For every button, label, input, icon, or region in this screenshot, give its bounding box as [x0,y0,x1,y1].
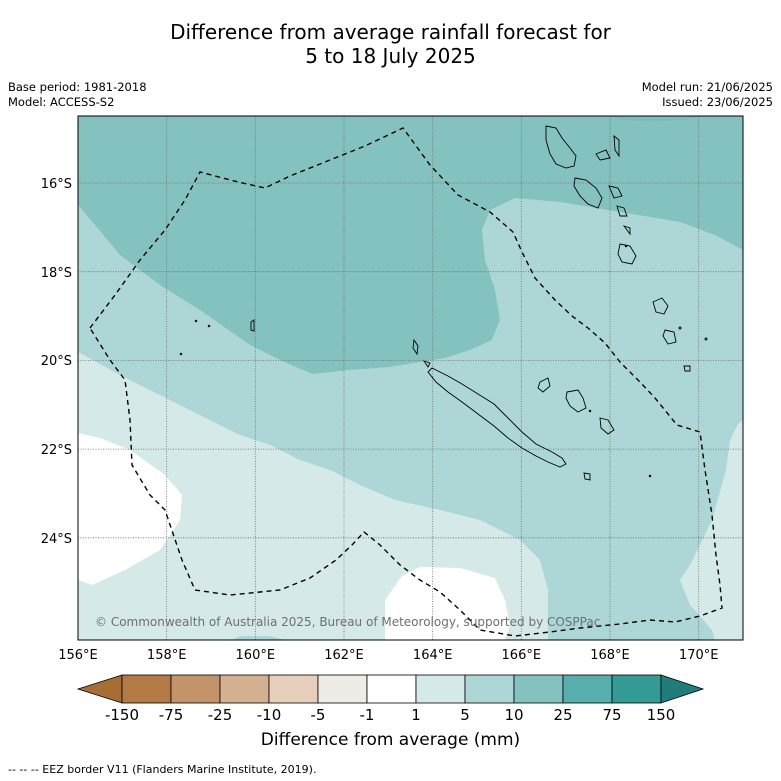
lon-label-166e: 166°E [502,648,542,663]
colorbar-segment [562,674,613,704]
colorbar-tick-label: -10 [257,706,282,724]
colorbar-segment [415,674,466,704]
map-panel: © Commonwealth of Australia 2025, Bureau… [78,116,743,640]
issued-date: Issued: 23/06/2025 [662,95,773,109]
anomaly-fill-neutral-bottom [232,636,285,640]
meta-left: Base period: 1981-2018 Model: ACCESS-S2 [8,80,147,110]
colorbar-tick-label: -25 [208,706,233,724]
model-run: Model run: 21/06/2025 [641,80,773,94]
colorbar-tick-label: 10 [504,706,523,724]
land-new-caledonia [412,338,652,481]
land-reef-islets [179,319,255,356]
colorbar-tick-label: 75 [602,706,621,724]
lon-label-156e: 156°E [58,648,98,663]
colorbar-extend-high [660,674,705,704]
colorbar-title: Difference from average (mm) [260,730,521,750]
colorbar-tick-label: 25 [553,706,572,724]
lat-label-24s: 24°S [41,532,72,547]
graticule [78,116,743,640]
colorbar-tick-label: 5 [460,706,470,724]
copyright-text: © Commonwealth of Australia 2025, Bureau… [95,615,600,629]
colorbar-tick-label: 150 [647,706,676,724]
land-vanuatu [545,125,708,372]
lon-label-162e: 162°E [324,648,364,663]
model-name: Model: ACCESS-S2 [8,95,115,109]
lat-label-20s: 20°S [41,354,72,369]
anomaly-fill-neutral-west [78,433,182,585]
colorbar-tick-label: -150 [105,706,139,724]
lat-label-18s: 18°S [41,266,72,281]
colorbar-segment [170,674,221,704]
lon-label-164e: 164°E [413,648,453,663]
meta-right: Model run: 21/06/2025 Issued: 23/06/2025 [642,80,773,110]
title-line-2: 5 to 18 July 2025 [305,44,476,68]
lat-labels: 16°S 18°S 20°S 22°S 24°S [41,177,72,547]
anomaly-fill-25-75 [610,116,700,121]
colorbar-segment [366,674,417,704]
colorbar-segment [464,674,515,704]
colorbar-segment [219,674,270,704]
eez-footnote: -- -- -- EEZ border V11 (Flanders Marine… [8,763,317,776]
colorbar-segment [611,674,662,704]
colorbar-segment [268,674,319,704]
colorbar: -150 -75 -25 -10 -5 -1 1 5 10 25 75 150 [76,674,705,724]
base-period: Base period: 1981-2018 [8,80,147,94]
colorbar-tick-label: -1 [360,706,375,724]
colorbar-tick-label: -5 [311,706,326,724]
lon-label-160e: 160°E [236,648,276,663]
colorbar-segment [121,674,172,704]
colorbar-segment [317,674,368,704]
lon-labels: 156°E 158°E 160°E 162°E 164°E 166°E 168°… [58,648,718,663]
lon-label-158e: 158°E [147,648,187,663]
colorbar-segment [513,674,564,704]
colorbar-tick-label: -75 [159,706,184,724]
colorbar-tick-label: 1 [411,706,421,724]
chart-title: Difference from average rainfall forecas… [0,20,781,68]
anomaly-fill-10-25 [78,116,743,374]
title-line-1: Difference from average rainfall forecas… [170,20,611,44]
colorbar-extend-low [76,674,123,704]
lon-label-168e: 168°E [590,648,630,663]
eez-border [89,127,723,637]
lat-label-22s: 22°S [41,443,72,458]
anomaly-fill-neutral-south [385,567,510,640]
lat-label-16s: 16°S [41,177,72,192]
lon-label-170e: 170°E [679,648,719,663]
map-frame [77,115,744,641]
